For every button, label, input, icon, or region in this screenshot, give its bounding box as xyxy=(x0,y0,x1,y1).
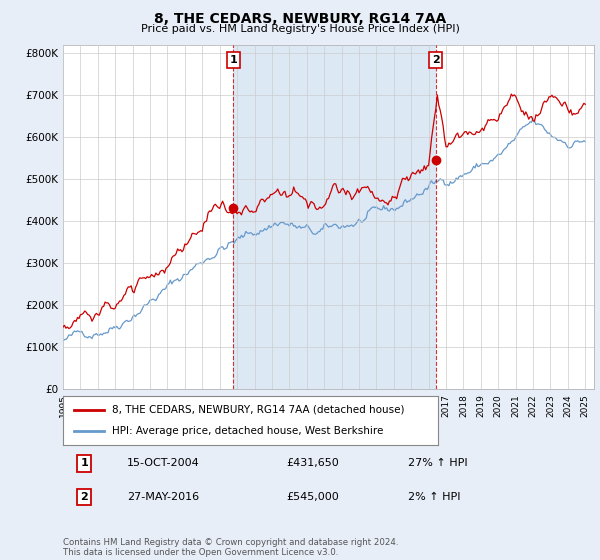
Bar xyxy=(233,45,436,389)
Text: Price paid vs. HM Land Registry's House Price Index (HPI): Price paid vs. HM Land Registry's House … xyxy=(140,24,460,34)
Text: 15-OCT-2004: 15-OCT-2004 xyxy=(127,459,199,468)
Text: 1: 1 xyxy=(80,459,88,468)
Text: £545,000: £545,000 xyxy=(286,492,339,502)
Text: 27% ↑ HPI: 27% ↑ HPI xyxy=(408,459,468,468)
Text: 2: 2 xyxy=(432,55,440,65)
Text: 8, THE CEDARS, NEWBURY, RG14 7AA (detached house): 8, THE CEDARS, NEWBURY, RG14 7AA (detach… xyxy=(112,405,404,415)
Text: 2% ↑ HPI: 2% ↑ HPI xyxy=(408,492,461,502)
Text: 1: 1 xyxy=(230,55,238,65)
Text: £431,650: £431,650 xyxy=(286,459,339,468)
Text: Contains HM Land Registry data © Crown copyright and database right 2024.
This d: Contains HM Land Registry data © Crown c… xyxy=(63,538,398,557)
Text: 8, THE CEDARS, NEWBURY, RG14 7AA: 8, THE CEDARS, NEWBURY, RG14 7AA xyxy=(154,12,446,26)
Text: 2: 2 xyxy=(80,492,88,502)
Text: 27-MAY-2016: 27-MAY-2016 xyxy=(127,492,199,502)
Text: HPI: Average price, detached house, West Berkshire: HPI: Average price, detached house, West… xyxy=(112,426,383,436)
